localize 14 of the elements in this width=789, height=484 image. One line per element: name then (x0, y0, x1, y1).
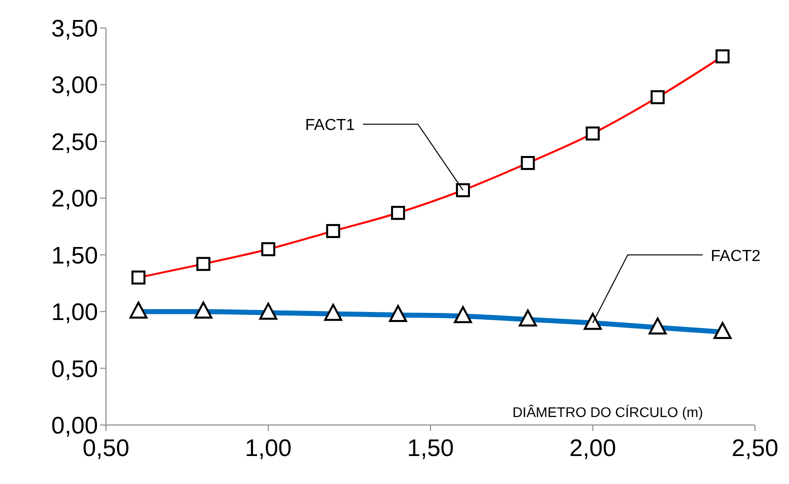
x-tick-label: 2,50 (732, 435, 778, 462)
y-tick-label: 3,00 (51, 72, 98, 100)
y-tick-label: 2,00 (51, 186, 98, 213)
text: FACT2 (710, 248, 761, 265)
x-axis-title: DIÂMETRO DO CÍRCULO (m) (512, 404, 703, 420)
y-tick-label: 1,00 (51, 299, 98, 326)
x-tick-label: 2,00 (569, 435, 616, 462)
text: FACT1 (305, 117, 356, 134)
x-tick-label: 1,50 (407, 435, 454, 462)
y-tick-label: 0,50 (51, 356, 98, 383)
y-tick-label: 3,50 (51, 16, 98, 43)
x-tick-label: 1,00 (244, 435, 292, 462)
y-tick-label: 2,50 (51, 128, 98, 156)
y-tick-label: 1,50 (51, 242, 98, 270)
